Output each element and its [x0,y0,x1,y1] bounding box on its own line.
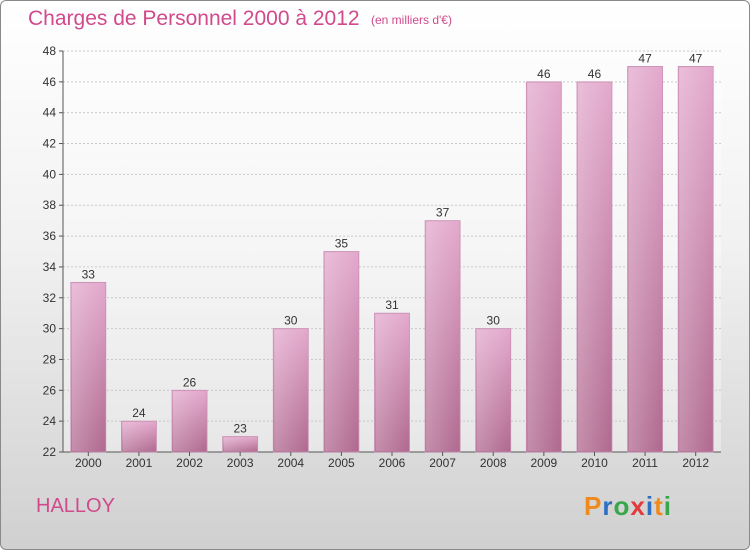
bar-value-label: 46 [588,67,602,81]
x-tick-label: 2004 [277,456,304,470]
bar-value-label: 47 [689,51,703,65]
bar-value-label: 47 [638,51,652,65]
y-tick-label: 34 [43,260,57,274]
x-tick-label: 2005 [328,456,355,470]
y-tick-label: 36 [43,229,57,243]
x-tick-label: 2003 [227,456,254,470]
bar-value-label: 31 [385,298,399,312]
x-tick-label: 2007 [429,456,456,470]
x-tick-label: 2011 [632,456,658,470]
x-tick-label: 2012 [682,456,709,470]
x-tick-label: 2008 [480,456,507,470]
bar-highlight [122,422,156,451]
y-tick-label: 40 [43,167,57,181]
bar-value-label: 24 [132,406,146,420]
bar-highlight [375,314,409,451]
y-tick-label: 46 [43,75,57,89]
bar-highlight [173,391,207,451]
bar-highlight [527,82,561,451]
y-tick-label: 42 [43,137,57,151]
bar-value-label: 35 [335,237,349,251]
x-tick-label: 2002 [176,456,203,470]
x-tick-label: 2001 [126,456,153,470]
y-tick-label: 24 [43,414,57,428]
logo-letter: x [630,491,646,521]
y-tick-label: 32 [43,291,57,305]
bar-highlight [71,283,105,451]
x-tick-label: 2009 [530,456,557,470]
y-tick-label: 38 [43,198,57,212]
y-tick-label: 44 [43,106,57,120]
proxiti-logo: Proxiti [584,491,672,522]
x-tick-label: 2006 [379,456,406,470]
x-tick-label: 2000 [75,456,102,470]
y-tick-label: 22 [43,445,57,459]
bar-highlight [426,221,460,451]
y-tick-label: 48 [43,44,57,58]
bar-value-label: 26 [183,375,197,389]
x-tick-label: 2010 [581,456,608,470]
bar-value-label: 37 [436,206,450,220]
logo-letter: o [613,491,631,521]
y-tick-label: 30 [43,322,57,336]
commune-name: HALLOY [36,495,115,517]
chart-title: Charges de Personnel 2000 à 2012 [28,7,360,30]
logo-letter: i [663,491,672,521]
logo-letter: P [584,491,603,521]
chart-subtitle: (en milliers d'€) [371,13,452,27]
bar-highlight [223,437,257,451]
logo-letter: t [654,491,664,521]
bar-highlight [274,329,308,451]
logo-letter: r [602,491,614,521]
bar-highlight [679,67,713,451]
bar-highlight [628,67,662,451]
bar-value-label: 30 [487,314,501,328]
logo-letter: i [645,491,655,521]
bar-value-label: 33 [82,267,96,281]
y-tick-label: 26 [43,383,57,397]
bar-highlight [476,329,510,451]
y-tick-label: 28 [43,352,57,366]
bar-highlight [577,82,611,451]
bar-value-label: 23 [233,422,247,436]
bar-highlight [324,252,358,451]
bar-value-label: 30 [284,314,298,328]
bar-value-label: 46 [537,67,551,81]
